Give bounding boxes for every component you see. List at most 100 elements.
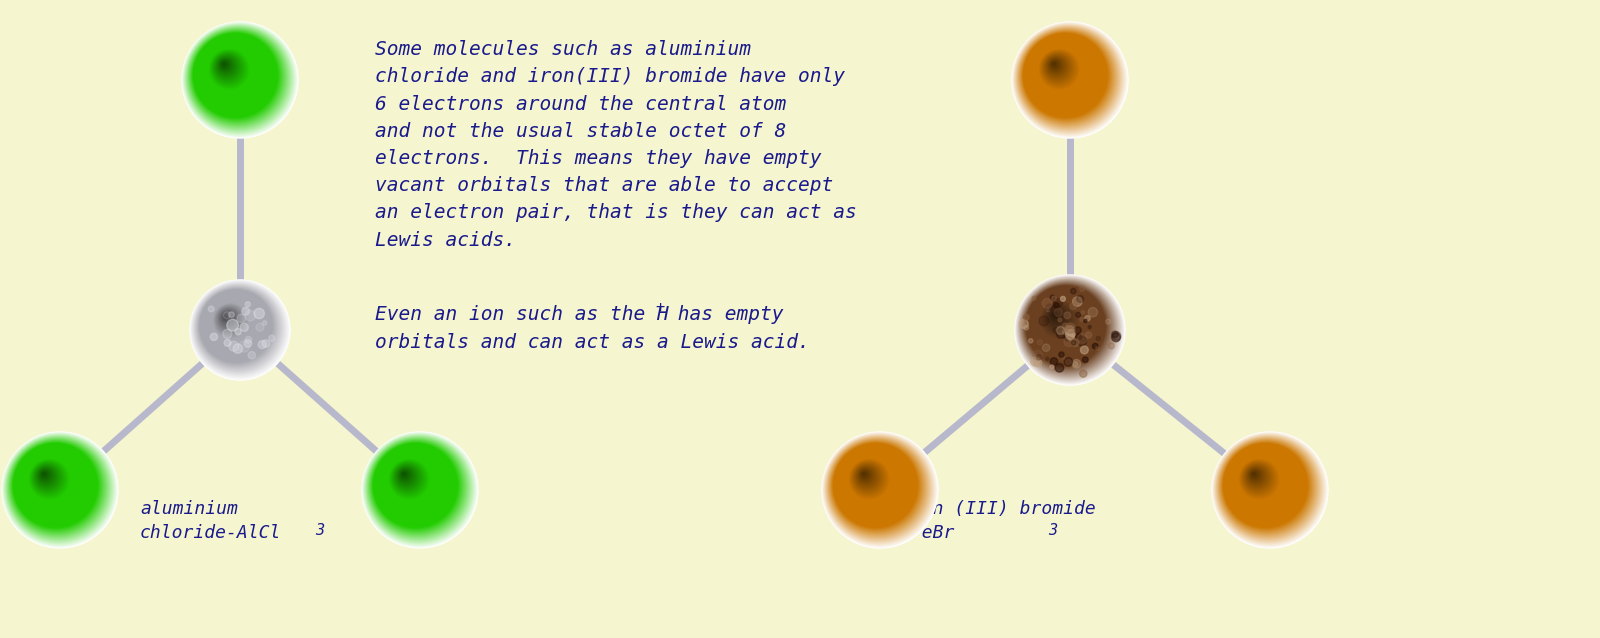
Circle shape <box>1024 315 1029 320</box>
Circle shape <box>1026 285 1107 367</box>
Circle shape <box>214 305 245 335</box>
Circle shape <box>1227 447 1302 522</box>
Circle shape <box>224 315 229 318</box>
Circle shape <box>379 449 448 518</box>
Circle shape <box>1038 49 1080 90</box>
Circle shape <box>205 45 258 98</box>
Circle shape <box>1229 449 1298 518</box>
Circle shape <box>1029 39 1098 108</box>
Circle shape <box>200 40 266 105</box>
Circle shape <box>838 448 909 519</box>
Circle shape <box>190 30 285 124</box>
Circle shape <box>1075 334 1082 340</box>
Circle shape <box>1250 470 1261 481</box>
Circle shape <box>218 57 235 76</box>
Circle shape <box>1014 25 1123 133</box>
Circle shape <box>195 35 275 115</box>
Circle shape <box>187 27 288 128</box>
Circle shape <box>1030 41 1094 105</box>
Circle shape <box>1045 56 1069 78</box>
Circle shape <box>32 461 66 496</box>
Circle shape <box>221 311 235 325</box>
Circle shape <box>38 469 53 482</box>
Circle shape <box>30 461 67 497</box>
Circle shape <box>1096 346 1099 350</box>
Circle shape <box>1040 299 1082 342</box>
Circle shape <box>1066 326 1075 334</box>
Circle shape <box>862 473 866 475</box>
Circle shape <box>1067 327 1074 334</box>
Circle shape <box>1238 459 1280 501</box>
Circle shape <box>861 471 869 478</box>
Circle shape <box>216 306 245 334</box>
Circle shape <box>840 450 907 516</box>
Circle shape <box>848 458 891 501</box>
Circle shape <box>850 459 890 499</box>
Circle shape <box>1038 299 1083 343</box>
Circle shape <box>8 439 106 536</box>
Circle shape <box>1053 312 1059 319</box>
Circle shape <box>205 294 264 354</box>
Circle shape <box>1222 442 1310 530</box>
Circle shape <box>1050 295 1054 300</box>
Circle shape <box>374 444 456 526</box>
Circle shape <box>851 461 886 496</box>
Circle shape <box>1226 445 1306 525</box>
Circle shape <box>210 300 254 344</box>
Circle shape <box>1051 311 1062 322</box>
Circle shape <box>8 437 109 538</box>
Circle shape <box>384 454 438 508</box>
Circle shape <box>1069 329 1075 337</box>
Circle shape <box>1037 355 1042 360</box>
Circle shape <box>1043 54 1072 82</box>
Circle shape <box>256 323 264 331</box>
Circle shape <box>862 472 867 477</box>
Circle shape <box>205 295 264 353</box>
Circle shape <box>195 285 280 371</box>
Circle shape <box>205 295 262 353</box>
Circle shape <box>14 444 96 526</box>
Circle shape <box>1032 292 1096 356</box>
Circle shape <box>198 39 269 108</box>
Circle shape <box>238 341 250 352</box>
Circle shape <box>195 286 280 369</box>
Circle shape <box>192 282 286 377</box>
Circle shape <box>1019 320 1029 329</box>
Circle shape <box>1250 470 1261 480</box>
Circle shape <box>856 465 878 489</box>
Circle shape <box>1042 51 1077 86</box>
Circle shape <box>1034 293 1093 352</box>
Circle shape <box>1050 310 1062 323</box>
Circle shape <box>846 457 894 505</box>
Circle shape <box>1243 463 1274 493</box>
Circle shape <box>1074 362 1078 366</box>
Circle shape <box>373 443 459 528</box>
Circle shape <box>1050 309 1064 323</box>
Circle shape <box>1048 308 1066 326</box>
Circle shape <box>1077 334 1088 343</box>
Circle shape <box>210 333 218 341</box>
Circle shape <box>829 438 926 537</box>
Circle shape <box>842 451 904 514</box>
Circle shape <box>192 33 280 119</box>
Circle shape <box>219 59 234 73</box>
Circle shape <box>5 435 112 542</box>
Circle shape <box>394 464 421 491</box>
Circle shape <box>846 457 893 503</box>
Circle shape <box>189 29 285 125</box>
Circle shape <box>1045 305 1072 332</box>
Circle shape <box>829 440 925 535</box>
Circle shape <box>1030 40 1096 107</box>
Circle shape <box>1080 346 1088 354</box>
Circle shape <box>373 443 458 528</box>
Circle shape <box>1037 297 1086 346</box>
Circle shape <box>1016 26 1122 131</box>
Circle shape <box>40 470 51 481</box>
Circle shape <box>29 458 72 501</box>
Circle shape <box>37 468 54 485</box>
Circle shape <box>1034 43 1091 101</box>
Circle shape <box>853 463 882 493</box>
Circle shape <box>29 459 70 500</box>
Circle shape <box>1019 29 1115 125</box>
Circle shape <box>208 298 258 348</box>
